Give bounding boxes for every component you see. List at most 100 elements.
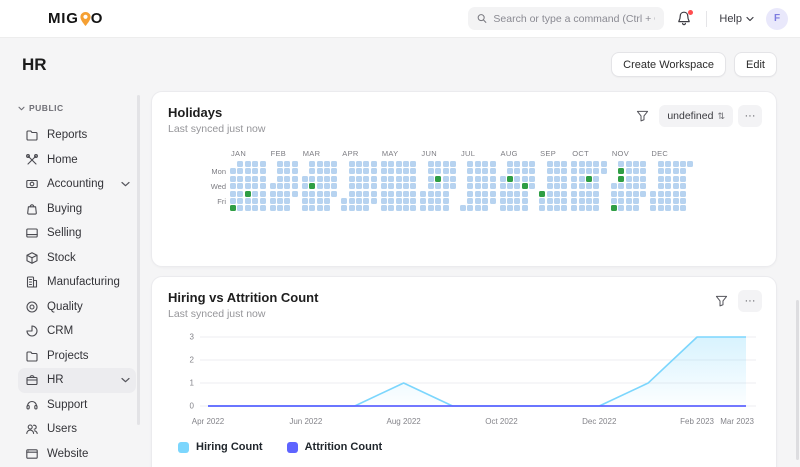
heatmap-cell[interactable] [514,183,521,190]
heatmap-cell[interactable] [331,183,338,190]
heatmap-cell[interactable] [370,161,377,167]
heatmap-cell[interactable] [561,161,568,167]
heatmap-cell[interactable] [348,183,355,190]
heatmap-cell[interactable] [395,205,402,212]
sidebar-item-support[interactable]: Support [18,393,136,418]
heatmap-cell[interactable] [521,161,528,167]
heatmap-holiday-cell[interactable] [244,190,251,197]
heatmap-cell[interactable] [259,205,266,212]
heatmap-cell[interactable] [672,205,679,212]
heatmap-cell[interactable] [276,197,283,204]
heatmap-cell[interactable] [467,168,474,175]
heatmap-holiday-cell[interactable] [618,168,625,175]
heatmap-cell[interactable] [269,197,276,204]
heatmap-cell[interactable] [665,168,672,175]
heatmap-cell[interactable] [442,205,449,212]
heatmap-cell[interactable] [237,190,244,197]
heatmap-cell[interactable] [259,161,266,167]
heatmap-cell[interactable] [561,183,568,190]
heatmap-cell[interactable] [586,183,593,190]
sidebar-item-home[interactable]: Home [18,148,136,173]
heatmap-cell[interactable] [341,197,348,204]
heatmap-cell[interactable] [625,205,632,212]
heatmap-cell[interactable] [323,197,330,204]
sidebar-item-hr[interactable]: HR [18,368,136,393]
sidebar-item-buying[interactable]: Buying [18,197,136,222]
heatmap-cell[interactable] [301,205,308,212]
heatmap-cell[interactable] [356,197,363,204]
heatmap-cell[interactable] [395,161,402,167]
heatmap-cell[interactable] [291,183,298,190]
heatmap-cell[interactable] [363,161,370,167]
sidebar-item-stock[interactable]: Stock [18,246,136,271]
heatmap-cell[interactable] [650,197,657,204]
heatmap-cell[interactable] [244,168,251,175]
heatmap-cell[interactable] [356,205,363,212]
edit-button[interactable]: Edit [734,52,777,77]
heatmap-cell[interactable] [665,205,672,212]
heatmap-cell[interactable] [506,205,513,212]
heatmap-cell[interactable] [665,190,672,197]
heatmap-cell[interactable] [561,168,568,175]
heatmap-cell[interactable] [610,197,617,204]
heatmap-cell[interactable] [482,175,489,182]
global-search[interactable] [468,7,665,30]
heatmap-cell[interactable] [363,168,370,175]
heatmap-cell[interactable] [633,168,640,175]
heatmap-cell[interactable] [578,190,585,197]
heatmap-cell[interactable] [482,205,489,212]
heatmap-cell[interactable] [625,190,632,197]
heatmap-cell[interactable] [529,161,536,167]
notifications-button[interactable] [676,9,694,28]
heatmap-cell[interactable] [244,175,251,182]
heatmap-cell[interactable] [578,183,585,190]
heatmap-cell[interactable] [514,168,521,175]
heatmap-cell[interactable] [380,205,387,212]
heatmap-cell[interactable] [442,183,449,190]
heatmap-cell[interactable] [291,168,298,175]
heatmap-cell[interactable] [578,175,585,182]
heatmap-cell[interactable] [657,183,664,190]
heatmap-cell[interactable] [593,168,600,175]
heatmap-cell[interactable] [459,205,466,212]
heatmap-cell[interactable] [593,175,600,182]
heatmap-cell[interactable] [435,168,442,175]
heatmap-cell[interactable] [546,183,553,190]
heatmap-cell[interactable] [640,168,647,175]
heatmap-cell[interactable] [442,168,449,175]
heatmap-cell[interactable] [442,197,449,204]
heatmap-cell[interactable] [276,161,283,167]
heatmap-holiday-cell[interactable] [309,183,316,190]
heatmap-cell[interactable] [356,161,363,167]
heatmap-cell[interactable] [363,197,370,204]
heatmap-cell[interactable] [672,168,679,175]
heatmap-cell[interactable] [252,168,259,175]
heatmap-cell[interactable] [356,183,363,190]
heatmap-cell[interactable] [252,175,259,182]
heatmap-cell[interactable] [499,197,506,204]
sidebar-item-reports[interactable]: Reports [18,123,136,148]
heatmap-cell[interactable] [679,161,686,167]
heatmap-cell[interactable] [553,161,560,167]
heatmap-cell[interactable] [657,161,664,167]
heatmap-cell[interactable] [323,205,330,212]
heatmap-cell[interactable] [546,197,553,204]
heatmap-cell[interactable] [348,168,355,175]
create-workspace-button[interactable]: Create Workspace [611,52,727,77]
heatmap-cell[interactable] [499,190,506,197]
heatmap-cell[interactable] [521,190,528,197]
heatmap-cell[interactable] [237,197,244,204]
heatmap-cell[interactable] [284,205,291,212]
heatmap-cell[interactable] [410,183,417,190]
heatmap-cell[interactable] [388,197,395,204]
heatmap-cell[interactable] [467,190,474,197]
heatmap-cell[interactable] [309,190,316,197]
heatmap-cell[interactable] [578,161,585,167]
heatmap-cell[interactable] [546,190,553,197]
heatmap-cell[interactable] [474,197,481,204]
heatmap-cell[interactable] [593,183,600,190]
heatmap-cell[interactable] [252,161,259,167]
heatmap-cell[interactable] [276,205,283,212]
heatmap-cell[interactable] [348,190,355,197]
heatmap-cell[interactable] [672,175,679,182]
